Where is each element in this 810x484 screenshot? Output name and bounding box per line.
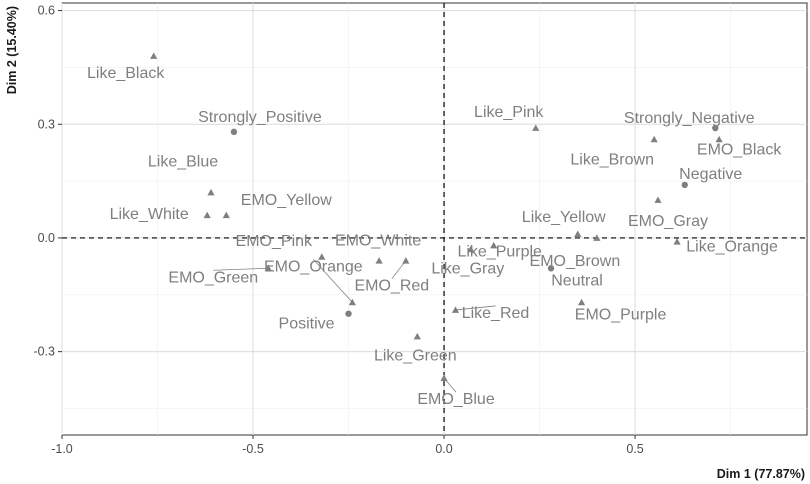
point-marker-emo-red: [402, 257, 410, 264]
point-label-emo-pink: EMO_Pink: [236, 233, 313, 250]
leader-line-emo-red: [391, 260, 407, 279]
point-marker-like-black: [150, 52, 158, 59]
point-label-emo-brown: EMO_Brown: [530, 253, 621, 270]
point-marker-emo-black: [715, 135, 723, 143]
point-label-like-blue: Like_Blue: [148, 153, 218, 170]
plot-panel: [61, 2, 808, 436]
reference-lines: [62, 3, 807, 435]
point-label-like-green: Like_Green: [374, 347, 457, 364]
point-label-neutral: Neutral: [551, 272, 603, 289]
point-marker-like-blue: [207, 188, 215, 196]
y-tick-label: -0.3: [33, 345, 55, 359]
point-label-positive: Positive: [279, 316, 335, 333]
point-marker-like-red: [451, 306, 460, 313]
x-tick-label: -0.5: [242, 442, 264, 456]
point-marker-neutral: [547, 265, 555, 272]
y-tick-label: 0.0: [38, 231, 55, 245]
point-label-like-black: Like_Black: [87, 65, 165, 82]
point-marker-like-brown: [650, 135, 658, 143]
point-marker-like-white: [203, 211, 211, 219]
point-label-emo-black: EMO_Black: [697, 141, 782, 158]
point-marker-negative: [681, 181, 688, 189]
point-marker-strongly-positive: [230, 128, 238, 136]
point-marker-emo-pink: [318, 253, 326, 260]
point-marker-like-green: [413, 332, 421, 340]
point-marker-emo-gray: [654, 196, 662, 203]
point-marker-like-pink: [532, 124, 540, 131]
point-label-like-gray: Like_Gray: [431, 260, 504, 277]
point-marker-emo-blue: [440, 374, 448, 382]
x-axis-ticks: -1.0 -0.5 0.0 0.5: [51, 435, 644, 456]
y-axis-ticks: -0.3 0.0 0.3 0.6: [33, 4, 62, 359]
point-label-like-red: Like_Red: [462, 305, 530, 322]
point-marker-like-yellow: [574, 230, 582, 238]
point-label-emo-gray: EMO_Gray: [628, 213, 708, 230]
point-marker-emo-yellow: [222, 211, 230, 219]
point-marker-like-gray: [467, 245, 475, 253]
label-connectors: [213, 259, 496, 393]
y-tick-label: 0.6: [38, 4, 55, 18]
point-label-like-pink: Like_Pink: [474, 104, 544, 121]
x-tick-label: 0.5: [626, 442, 643, 456]
y-tick-label: 0.3: [38, 117, 55, 131]
point-marker-positive: [345, 310, 352, 317]
point-markers: [150, 52, 723, 382]
point-marker-emo-brown: [593, 234, 601, 241]
point-marker-like-purple: [490, 241, 498, 249]
point-label-like-purple: Like_Purple: [457, 244, 542, 261]
x-tick-label: -1.0: [51, 442, 73, 456]
y-axis-label: Dim 2 (15.40%): [5, 6, 19, 94]
point-label-strongly-positive: Strongly_Positive: [198, 109, 322, 126]
point-label-emo-orange: EMO_Orange: [264, 258, 363, 275]
point-label-emo-blue: EMO_Blue: [417, 391, 494, 408]
point-label-strongly-negative: Strongly_Negative: [624, 110, 755, 127]
leader-line-like-red: [455, 305, 496, 311]
point-label-negative: Negative: [679, 166, 742, 183]
point-label-emo-green: EMO_Green: [168, 269, 258, 286]
point-label-emo-yellow: EMO_Yellow: [241, 192, 332, 209]
x-tick-label: 0.0: [435, 442, 452, 456]
leader-line-emo-green: [213, 267, 269, 271]
grid-minor: [62, 3, 807, 435]
point-marker-emo-orange: [348, 298, 356, 306]
point-label-emo-white: EMO_White: [335, 233, 421, 250]
point-marker-like-orange: [673, 238, 681, 245]
point-marker-emo-green: [264, 264, 272, 272]
point-labels: Like_Black Strongly_Positive Like_Blue EMO_…: [87, 65, 782, 408]
x-axis-label: Dim 1 (77.87%): [717, 467, 805, 481]
point-marker-emo-white: [375, 257, 383, 264]
point-marker-emo-purple: [577, 298, 586, 306]
point-label-emo-purple: EMO_Purple: [575, 306, 667, 323]
point-label-emo-red: EMO_Red: [354, 278, 429, 295]
point-label-like-white: Like_White: [110, 206, 189, 223]
point-label-like-brown: Like_Brown: [570, 151, 654, 168]
point-marker-strongly-negative: [712, 124, 719, 132]
leader-line-emo-orange: [313, 259, 353, 303]
point-label-like-orange: Like_Orange: [686, 239, 778, 256]
point-label-like-yellow: Like_Yellow: [522, 209, 606, 226]
